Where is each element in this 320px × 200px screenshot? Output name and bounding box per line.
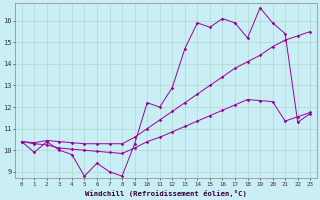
X-axis label: Windchill (Refroidissement éolien,°C): Windchill (Refroidissement éolien,°C) [85,190,247,197]
